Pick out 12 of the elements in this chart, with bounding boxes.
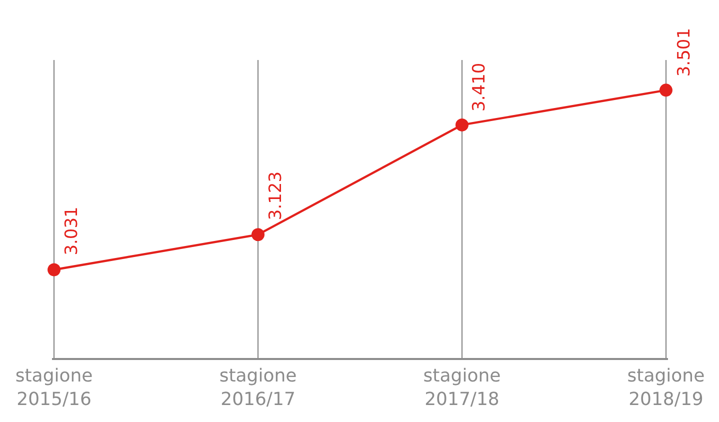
x-tick-label: stagione 2015/16 [15, 366, 93, 410]
point [455, 118, 468, 132]
point [659, 84, 672, 97]
data-label: 3.031 [62, 206, 82, 256]
x-tick-label: stagione 2017/18 [423, 366, 501, 410]
point [48, 263, 61, 276]
data-label: 3.501 [674, 28, 694, 77]
data-label: 3.410 [470, 62, 490, 112]
x-tick-label: stagione 2016/17 [219, 366, 297, 410]
point [252, 228, 265, 242]
data-label: 3.123 [266, 171, 286, 220]
x-tick-label: stagione 2018/19 [627, 366, 705, 410]
